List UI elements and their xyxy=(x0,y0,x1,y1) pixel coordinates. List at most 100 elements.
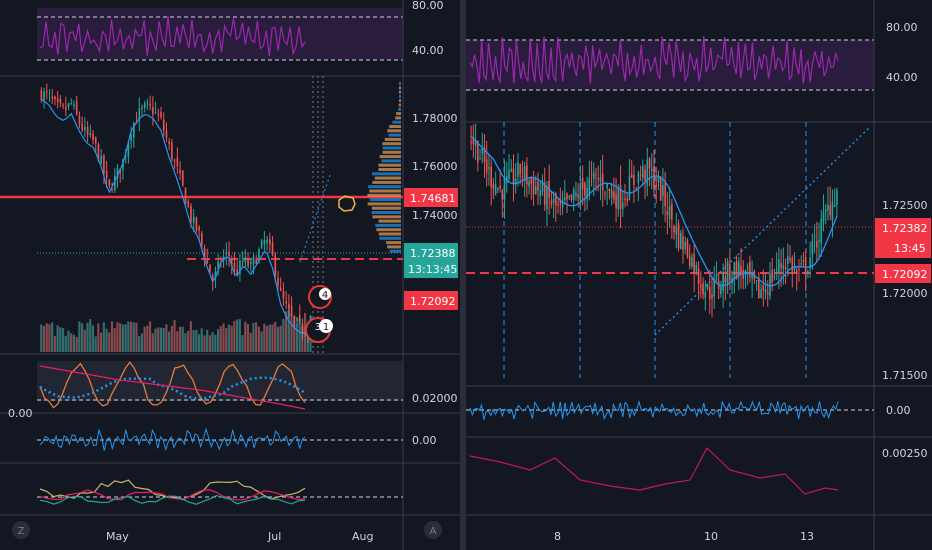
right-x-8: 8 xyxy=(554,530,561,543)
left-volume-bar xyxy=(246,323,250,352)
right-candle xyxy=(639,174,642,176)
left-volume-bar xyxy=(271,324,274,352)
right-candle xyxy=(816,240,818,248)
left-candle xyxy=(143,103,146,109)
left-price-axis-1: 1.78000 xyxy=(412,112,458,125)
left-volume-bar xyxy=(165,324,168,352)
right-candle xyxy=(820,218,823,244)
left-osc-line-blue xyxy=(39,376,306,400)
right-candle xyxy=(481,147,484,154)
right-candle xyxy=(592,172,595,180)
volume-profile-bar xyxy=(399,99,401,103)
right-candle xyxy=(494,184,497,195)
volume-profile-bar xyxy=(399,82,401,85)
volume-profile-bar xyxy=(396,112,401,116)
right-candle xyxy=(644,169,646,181)
left-volume-bar xyxy=(298,318,301,352)
volume-profile-bar xyxy=(387,129,401,133)
right-candle xyxy=(780,262,782,268)
right-candle xyxy=(523,166,526,182)
left-candle xyxy=(279,287,282,291)
left-candle xyxy=(65,107,67,110)
left-volume-bar xyxy=(78,321,81,352)
right-candle xyxy=(811,240,814,256)
left-candle xyxy=(154,111,157,113)
right-candle xyxy=(700,284,702,288)
right-candle xyxy=(557,204,559,206)
left-volume-bar xyxy=(91,325,95,352)
left-volume-bar xyxy=(56,325,59,352)
right-candle xyxy=(804,257,807,275)
right-candle xyxy=(695,265,698,272)
left-candle xyxy=(162,119,165,131)
right-candle xyxy=(555,192,557,206)
right-candle xyxy=(485,159,488,173)
left-volume-bar xyxy=(203,335,206,352)
right-candle xyxy=(521,176,524,178)
right-candle xyxy=(561,202,564,208)
right-candle xyxy=(528,181,530,187)
right-candle xyxy=(514,178,517,184)
right-candle xyxy=(673,225,675,233)
left-price-axis-2: 1.76000 xyxy=(412,160,458,173)
right-candle xyxy=(775,269,778,271)
right-candle xyxy=(590,174,593,176)
left-volume-bar xyxy=(110,321,114,352)
panel-divider[interactable] xyxy=(460,0,466,550)
left-candle xyxy=(84,126,86,131)
right-candle xyxy=(490,166,492,188)
left-candle xyxy=(192,216,195,224)
right-candle xyxy=(724,276,727,283)
left-candle xyxy=(67,103,70,108)
right-price-axis-2: 1.72000 xyxy=(882,287,928,300)
left-candle xyxy=(282,291,285,299)
left-volume-bar xyxy=(219,326,222,352)
left-candle xyxy=(184,188,187,205)
left-candle xyxy=(255,259,258,264)
right-candle xyxy=(793,267,796,270)
left-candle xyxy=(149,103,151,106)
left-countdown-label: 13:13:45 xyxy=(408,263,457,276)
right-candle xyxy=(610,190,613,198)
left-candle xyxy=(176,157,179,167)
left-volume-bar xyxy=(138,336,141,352)
left-candle xyxy=(51,96,54,99)
right-candle xyxy=(539,191,542,197)
right-candle xyxy=(751,272,753,279)
left-candles xyxy=(40,83,312,343)
volume-profile-bar xyxy=(374,176,401,180)
left-logo-icon xyxy=(12,521,30,539)
left-candle xyxy=(62,104,64,106)
right-lower-line xyxy=(469,447,839,495)
left-volume-bar xyxy=(195,329,198,352)
left-volume-bar xyxy=(282,319,285,352)
right-candle xyxy=(501,189,504,201)
left-volume-bar xyxy=(154,328,157,352)
left-volume-bar xyxy=(53,335,56,352)
left-candle xyxy=(277,277,279,286)
left-volume-bar xyxy=(132,322,135,352)
left-candle xyxy=(165,130,168,139)
left-volume-bar xyxy=(225,328,228,352)
right-candle xyxy=(572,189,575,200)
left-volume-bar xyxy=(238,319,241,352)
left-volume-bar xyxy=(200,328,203,352)
right-candle xyxy=(787,256,789,264)
left-candle xyxy=(201,233,203,245)
right-candle xyxy=(608,188,611,192)
right-candle xyxy=(758,277,760,298)
left-candle xyxy=(100,155,103,164)
right-candle xyxy=(599,177,602,182)
left-rsi-line xyxy=(39,16,306,57)
right-candle xyxy=(648,158,651,169)
left-candle xyxy=(78,115,81,124)
right-candle xyxy=(682,236,684,251)
right-candle xyxy=(595,174,597,176)
volume-profile-bar xyxy=(378,219,401,223)
left-volume-bar xyxy=(178,326,182,352)
right-candle xyxy=(749,261,751,277)
left-volume-bar xyxy=(206,329,209,352)
left-volume-bar xyxy=(306,325,309,352)
right-candle xyxy=(818,239,820,243)
left-volume-bar xyxy=(230,325,233,352)
